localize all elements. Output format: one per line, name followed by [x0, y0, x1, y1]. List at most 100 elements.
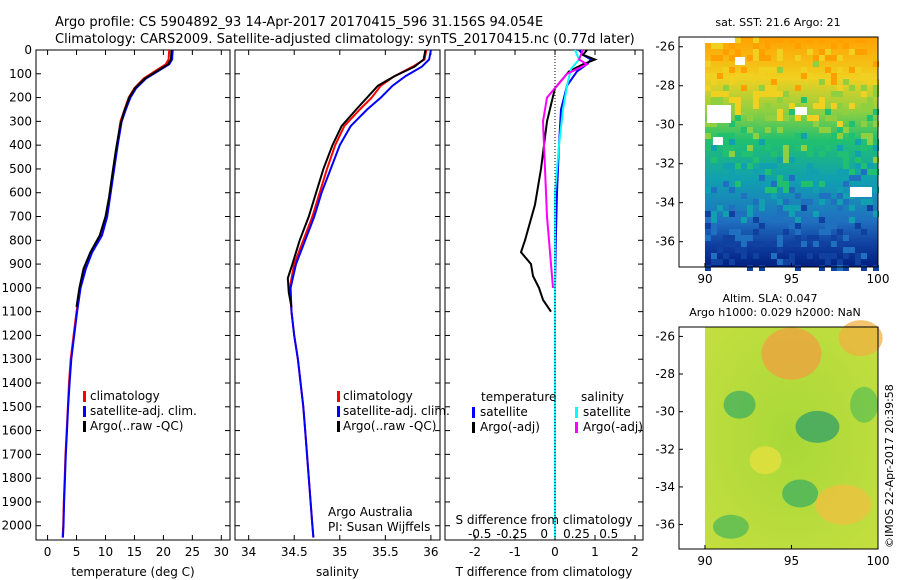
- sst-cell: [776, 175, 783, 181]
- sst-cell: [716, 247, 723, 253]
- sst-cell: [836, 121, 843, 127]
- sst-cell: [848, 217, 855, 223]
- sst_map-xtick-label: 95: [784, 272, 799, 286]
- sst-cell: [788, 37, 795, 43]
- sst-cell: [776, 259, 783, 265]
- sst-cell: [710, 223, 717, 229]
- sst-cell: [788, 223, 795, 229]
- sst-cell: [794, 103, 801, 109]
- legend-swatch: [337, 391, 340, 402]
- salinity-xtick-label: 35: [332, 545, 347, 559]
- sst-cell: [860, 37, 867, 43]
- sst-cell: [752, 91, 759, 97]
- sst-cell: [830, 133, 837, 139]
- sst-cell: [734, 247, 741, 253]
- sst-cell: [860, 49, 867, 55]
- sst-cell: [806, 73, 813, 79]
- sst-cell: [818, 253, 825, 259]
- sst-cell: [728, 235, 735, 241]
- sst-cell: [710, 217, 717, 223]
- sst-cell: [866, 163, 873, 169]
- sst-cell: [794, 133, 801, 139]
- sst-cell: [728, 169, 735, 175]
- sst-cell: [842, 43, 849, 49]
- sst-cell: [710, 157, 717, 163]
- salinity-frame: [234, 49, 441, 541]
- depth-tick-label: 1900: [1, 495, 32, 509]
- depth-tick-label: 700: [9, 210, 32, 224]
- legend-label: Argo(-adj): [583, 420, 643, 434]
- sst-cell: [770, 217, 777, 223]
- sst-cell: [776, 211, 783, 217]
- sst-cell: [710, 73, 717, 79]
- sst-cell: [794, 205, 801, 211]
- sst-cell: [836, 127, 843, 133]
- sst-cell: [872, 79, 879, 85]
- sst-cell: [818, 79, 825, 85]
- sst-cell: [800, 217, 807, 223]
- sst-cell: [794, 193, 801, 199]
- sst-cell: [722, 133, 729, 139]
- sst-cell: [740, 73, 747, 79]
- sst-cell: [752, 157, 759, 163]
- sst-cell: [830, 43, 837, 49]
- sst-cell: [746, 205, 753, 211]
- sst-cell: [758, 199, 765, 205]
- sst-cell: [752, 241, 759, 247]
- cloud-gap: [712, 137, 723, 145]
- sst-cell: [710, 187, 717, 193]
- sst-cell: [860, 169, 867, 175]
- sst-cell: [710, 211, 717, 217]
- difference-panel: -2 -1 0 1 2 T difference from climatology -0.5…: [444, 49, 644, 579]
- sst-cell: [740, 163, 747, 169]
- sdiff-tick-label: 0.5: [599, 527, 618, 541]
- sst-cell: [776, 97, 783, 103]
- difference-xtick-label: 1: [591, 545, 599, 559]
- sla_map-xtick-label: 90: [697, 554, 712, 568]
- depth-tick-label: 600: [9, 186, 32, 200]
- sst-cell: [770, 253, 777, 259]
- legend-swatch: [337, 406, 340, 417]
- sst-cell: [746, 115, 753, 121]
- sst-cell: [794, 265, 801, 271]
- sst-cell: [722, 145, 729, 151]
- sst-cell: [866, 169, 873, 175]
- legend-swatch: [575, 407, 578, 418]
- sst-cell: [800, 97, 807, 103]
- sst-cell: [710, 259, 717, 265]
- sst-cell: [824, 115, 831, 121]
- sst-cell: [818, 103, 825, 109]
- sst-cell: [734, 49, 741, 55]
- sst-cell: [824, 127, 831, 133]
- sst-cell: [866, 73, 873, 79]
- difference-xtick-label: -2: [469, 545, 481, 559]
- legend-swatch: [472, 422, 475, 433]
- sst-cell: [758, 205, 765, 211]
- sst-cell: [728, 241, 735, 247]
- sst-cell: [764, 37, 771, 43]
- sst-cell: [800, 67, 807, 73]
- difference-series-line: [541, 49, 590, 288]
- depth-tick-label: 2000: [1, 519, 32, 533]
- sst-cell: [746, 211, 753, 217]
- depth-tick-label: 1600: [1, 424, 32, 438]
- sla_map-panel: 90 95 100 -26 -28 -30 -32 -34 -36 Altim. SLA: 0.0…: [655, 292, 889, 568]
- sst-cell: [860, 199, 867, 205]
- sst-cell: [764, 163, 771, 169]
- sst-cell: [764, 91, 771, 97]
- sst-cell: [770, 151, 777, 157]
- sst-cell: [752, 49, 759, 55]
- sst-cell: [704, 187, 711, 193]
- sst-cell: [704, 133, 711, 139]
- sst-cell: [824, 55, 831, 61]
- sst-cell: [758, 49, 765, 55]
- sst-cell: [740, 67, 747, 73]
- sst-cell: [770, 181, 777, 187]
- sst-cell: [836, 205, 843, 211]
- sst-cell: [872, 109, 879, 115]
- salinity-xtick-label: 34.5: [281, 545, 308, 559]
- sst-cell: [818, 229, 825, 235]
- sst-cell: [776, 115, 783, 121]
- sst-cell: [854, 253, 861, 259]
- sla_map-ytick-label: -28: [655, 367, 675, 381]
